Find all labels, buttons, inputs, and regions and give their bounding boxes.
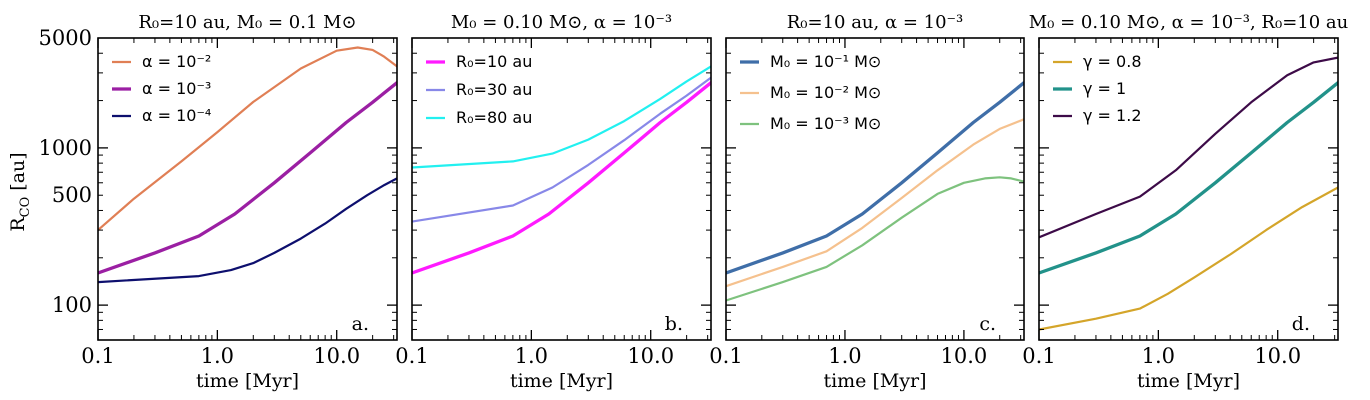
panel-4: 0.1 1.0 10.0 time [Myr] M₀ = 0.10 M⊙, α = 10…: [1022, 12, 1348, 392]
series-line-3: [412, 65, 711, 169]
panel-title: R₀=10 au, α = 10⁻³: [787, 12, 964, 33]
x-axis-label: time [Myr]: [510, 370, 613, 392]
legend: R₀=10 au R₀=30 au R₀=80 au: [426, 52, 532, 127]
legend: α = 10⁻² α = 10⁻³ α = 10⁻⁴: [112, 52, 211, 125]
series-line-1: [726, 81, 1024, 275]
legend-entry-2: α = 10⁻³: [142, 79, 211, 98]
legend-entry-3: α = 10⁻⁴: [142, 106, 211, 125]
ticks-group: [411, 37, 711, 341]
series-group: [412, 65, 711, 275]
y-axis-label-unit: [au]: [7, 152, 29, 196]
panel-3: 0.1 1.0 10.0 time [Myr] R₀=10 au, α = 10⁻³ c.…: [709, 12, 1025, 392]
legend-entry-3: γ = 1.2: [1083, 106, 1142, 125]
series-line-2: [412, 76, 711, 223]
y-axis-label-main: R: [7, 217, 29, 232]
x-tick-label: 1.0: [201, 344, 234, 368]
y-tick-label: 1000: [39, 136, 92, 160]
panel-label: a.: [352, 313, 369, 335]
panel-title: M₀ = 0.10 M⊙, α = 10⁻³: [451, 12, 672, 33]
y-tick-label: 500: [52, 183, 92, 207]
x-tick-label: 10.0: [313, 344, 360, 368]
panel-title: M₀ = 0.10 M⊙, α = 10⁻³, R₀=10 au: [1029, 12, 1348, 33]
legend-entry-1: γ = 0.8: [1083, 52, 1142, 71]
series-line-2: [98, 81, 397, 275]
panel-label: c.: [979, 313, 996, 335]
x-axis-label: time [Myr]: [1137, 370, 1240, 392]
series-line-3: [98, 177, 397, 284]
series-line-3: [726, 176, 1024, 302]
y-tick-label: 100: [52, 293, 92, 317]
series-group: [1039, 56, 1338, 331]
x-tick-label: 10.0: [1254, 344, 1301, 368]
panel-2: 0.1 1.0 10.0 time [Myr] M₀ = 0.10 M⊙, α = 10…: [395, 12, 712, 392]
legend-entry-2: M₀ = 10⁻² M⊙: [770, 83, 881, 102]
panel-title: R₀=10 au, M₀ = 0.1 M⊙: [138, 12, 356, 33]
x-tick-label: 0.1: [81, 344, 114, 368]
ticks-group: [97, 37, 397, 341]
series-group: [98, 46, 397, 284]
x-tick-label: 1.0: [1142, 344, 1175, 368]
x-tick-label: 10.0: [941, 344, 988, 368]
plot-frame: [411, 37, 712, 341]
panel-label: b.: [665, 313, 683, 335]
series-line-2: [1039, 81, 1338, 275]
legend: M₀ = 10⁻¹ M⊙ M₀ = 10⁻² M⊙ M₀ = 10⁻³ M⊙: [740, 52, 881, 133]
series-line-1: [98, 46, 397, 232]
x-tick-label: 1.0: [828, 344, 861, 368]
y-tick-label: 5000: [39, 26, 92, 50]
y-axis-label: RCO [au]: [7, 152, 33, 231]
x-axis-label: time [Myr]: [823, 370, 926, 392]
legend-entry-2: γ = 1: [1083, 79, 1126, 98]
series-line-1: [412, 81, 711, 275]
y-axis-label-sub: CO: [18, 197, 33, 218]
legend: γ = 0.8 γ = 1 γ = 1.2: [1053, 52, 1142, 125]
legend-entry-2: R₀=30 au: [456, 80, 532, 99]
plot-frame: [97, 37, 398, 341]
plot-frame: [725, 37, 1025, 341]
x-tick-label: 0.1: [395, 344, 428, 368]
x-axis-label: time [Myr]: [196, 370, 299, 392]
legend-entry-3: M₀ = 10⁻³ M⊙: [770, 114, 881, 133]
legend-entry-1: R₀=10 au: [456, 52, 532, 71]
x-tick-label: 10.0: [627, 344, 674, 368]
series-line-1: [1039, 186, 1338, 331]
series-line-3: [1039, 56, 1338, 239]
legend-entry-3: R₀=80 au: [456, 108, 532, 127]
series-line-2: [726, 118, 1024, 288]
x-tick-label: 1.0: [515, 344, 548, 368]
series-group: [726, 81, 1024, 302]
x-tick-label: 0.1: [1022, 344, 1055, 368]
x-tick-label: 0.1: [709, 344, 742, 368]
panel-1: 0.1 1.0 10.0 100 500 1000 5000 time [Myr] R₀=10 …: [39, 12, 398, 392]
plot-frame: [1038, 37, 1339, 341]
legend-entry-1: M₀ = 10⁻¹ M⊙: [770, 52, 881, 71]
panel-label: d.: [1292, 313, 1310, 335]
legend-entry-1: α = 10⁻²: [142, 52, 211, 71]
